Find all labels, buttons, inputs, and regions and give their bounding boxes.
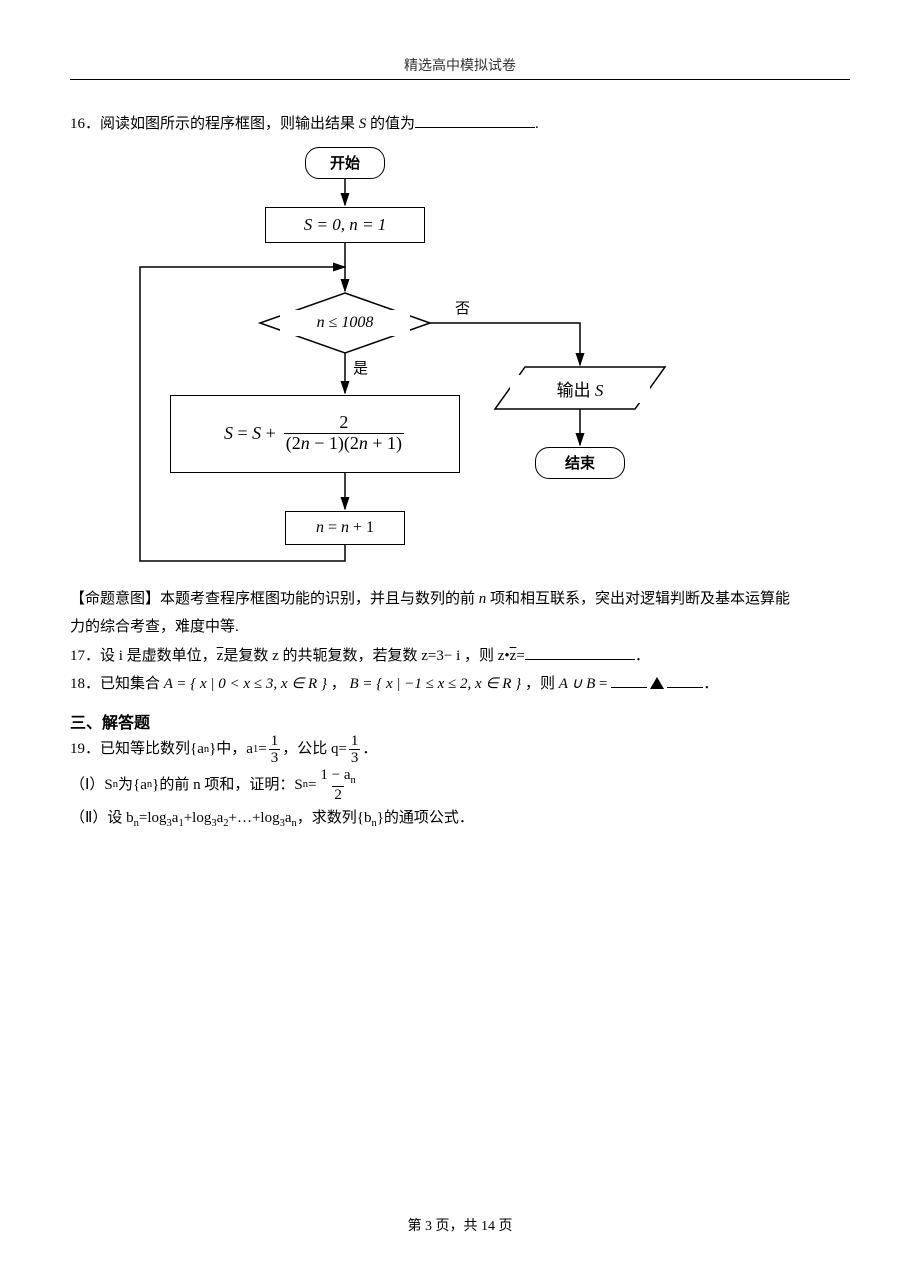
fc-output-text: 输出 S — [557, 376, 604, 401]
q19-l1a: 19．已知等比数列{a — [70, 735, 204, 764]
q19-p2f: +…+log — [229, 810, 280, 826]
q17: 17．设 i 是虚数单位，z是复数 z 的共轭复数，若复数 z=3− i ，则 … — [70, 642, 850, 671]
q16-note-l2: 力的综合考查，难度中等. — [70, 613, 850, 642]
q19-p1-frac: 1 − an 2 — [318, 767, 357, 804]
q17-c: = — [516, 648, 524, 664]
fc-yes-label: 是 — [353, 357, 368, 378]
q19-p1-num: 1 − an — [318, 767, 357, 787]
section3-title: 三、解答题 — [70, 709, 850, 733]
q19-p2d: +log — [184, 810, 212, 826]
q18-setB: B = { x | −1 ≤ x ≤ 2, x ∈ R } — [349, 676, 521, 692]
q19-p2b: =log — [139, 810, 167, 826]
q16-note-l1a: 【命题意图】本题考查程序框图功能的识别，并且与数列的前 — [70, 591, 479, 607]
q19-frac1-den: 3 — [269, 749, 281, 767]
q19-p2i: }的通项公式． — [377, 810, 474, 826]
q19-eq1: = — [258, 735, 266, 764]
q18-setA: A = { x | 0 < x ≤ 3, x ∈ R } — [164, 676, 327, 692]
q19-frac1: 1 3 — [269, 733, 281, 767]
q18-triangle — [650, 677, 664, 689]
q16-note-l1: 【命题意图】本题考查程序框图功能的识别，并且与数列的前 n 项和相互联系，突出对… — [70, 585, 850, 614]
q19-l1d: ． — [362, 735, 377, 764]
q19-l1b: }中，a — [209, 735, 253, 764]
q18-aub: A ∪ B — [559, 676, 596, 692]
fc-end: 结束 — [535, 447, 625, 479]
q19-frac2: 1 3 — [349, 733, 361, 767]
header-rule — [70, 79, 850, 80]
q18-blank-r — [667, 672, 703, 688]
q19-p1b: 为{a — [118, 771, 147, 800]
fc-update-den: (2n − 1)(2n + 1) — [284, 433, 404, 454]
q18-blank-l — [611, 672, 647, 688]
q19-p2g: a — [285, 810, 292, 826]
page: 精选高中模拟试卷 16．阅读如图所示的程序框图，则输出结果 S 的值为. — [0, 0, 920, 1273]
fc-cond: n ≤ 1008 — [280, 310, 410, 336]
fc-init: S = 0, n = 1 — [265, 207, 425, 243]
q19-p2h: ，求数列{b — [297, 810, 372, 826]
fc-inc-text: n = n + 1 — [316, 519, 374, 537]
q18: 18．已知集合 A = { x | 0 < x ≤ 3, x ∈ R } ， B… — [70, 670, 850, 699]
q19-p2a: （Ⅱ）设 b — [70, 810, 134, 826]
fc-update-num: 2 — [337, 413, 350, 433]
fc-cond-text: n ≤ 1008 — [317, 314, 374, 332]
q17-blank — [525, 644, 635, 660]
q17-b: 是复数 z 的共轭复数，若复数 z=3− i ，则 z• — [223, 648, 509, 664]
q19-l1: 19．已知等比数列{an}中，a1= 1 3 ，公比 q= 1 3 ． — [70, 733, 850, 767]
page-footer: 第 3 页，共 14 页 — [0, 1215, 920, 1235]
fc-start: 开始 — [305, 147, 385, 179]
q19-frac2-num: 1 — [349, 733, 361, 750]
q16-suffix: . — [535, 116, 539, 132]
q19-frac1-num: 1 — [269, 733, 281, 750]
q16-text: 16．阅读如图所示的程序框图，则输出结果 S 的值为. — [70, 110, 850, 139]
q17-suffix: ． — [635, 648, 650, 664]
q16-mid: 的值为 — [366, 116, 415, 132]
q19-p2: （Ⅱ）设 bn=log3a1+log3a2+…+log3an，求数列{bn}的通… — [70, 804, 850, 834]
fc-output: 输出 S — [510, 375, 650, 403]
fc-init-text: S = 0, n = 1 — [304, 215, 386, 235]
q18-suffix: ． — [703, 676, 718, 692]
q18-mid: ， — [327, 676, 350, 692]
q16-note-l1b: 项和相互联系，突出对逻辑判断及基本运算能 — [486, 591, 790, 607]
q19-p1: （Ⅰ）Sn 为{an}的前 n 项和，证明：Sn= 1 − an 2 — [70, 767, 850, 804]
fc-update: S = S + 2 (2n − 1)(2n + 1) — [170, 395, 460, 473]
q19-p1a: （Ⅰ）S — [70, 771, 113, 800]
q19-p1-den: 2 — [332, 786, 344, 804]
q17-a: 17．设 i 是虚数单位， — [70, 648, 217, 664]
fc-inc: n = n + 1 — [285, 511, 405, 545]
q19-p1eq: = — [308, 771, 316, 800]
q19-p1c: }的前 n 项和，证明：S — [152, 771, 303, 800]
q18-b: ，则 — [521, 676, 559, 692]
page-header: 精选高中模拟试卷 — [70, 55, 850, 79]
q19-p1-num-a: 1 − a — [320, 767, 350, 783]
fc-no-label: 否 — [455, 297, 470, 318]
q19-frac2-den: 3 — [349, 749, 361, 767]
q19-l1c: ，公比 q= — [282, 735, 347, 764]
q18-eq: = — [595, 676, 611, 692]
q18-a: 18．已知集合 — [70, 676, 164, 692]
q16-blank — [415, 112, 535, 128]
flowchart: 开始 S = 0, n = 1 n ≤ 1008 否 是 S = S + 2 (… — [110, 147, 670, 567]
fc-update-expr: S = S + 2 (2n − 1)(2n + 1) — [224, 413, 406, 454]
q16-prefix: 16．阅读如图所示的程序框图，则输出结果 — [70, 116, 359, 132]
